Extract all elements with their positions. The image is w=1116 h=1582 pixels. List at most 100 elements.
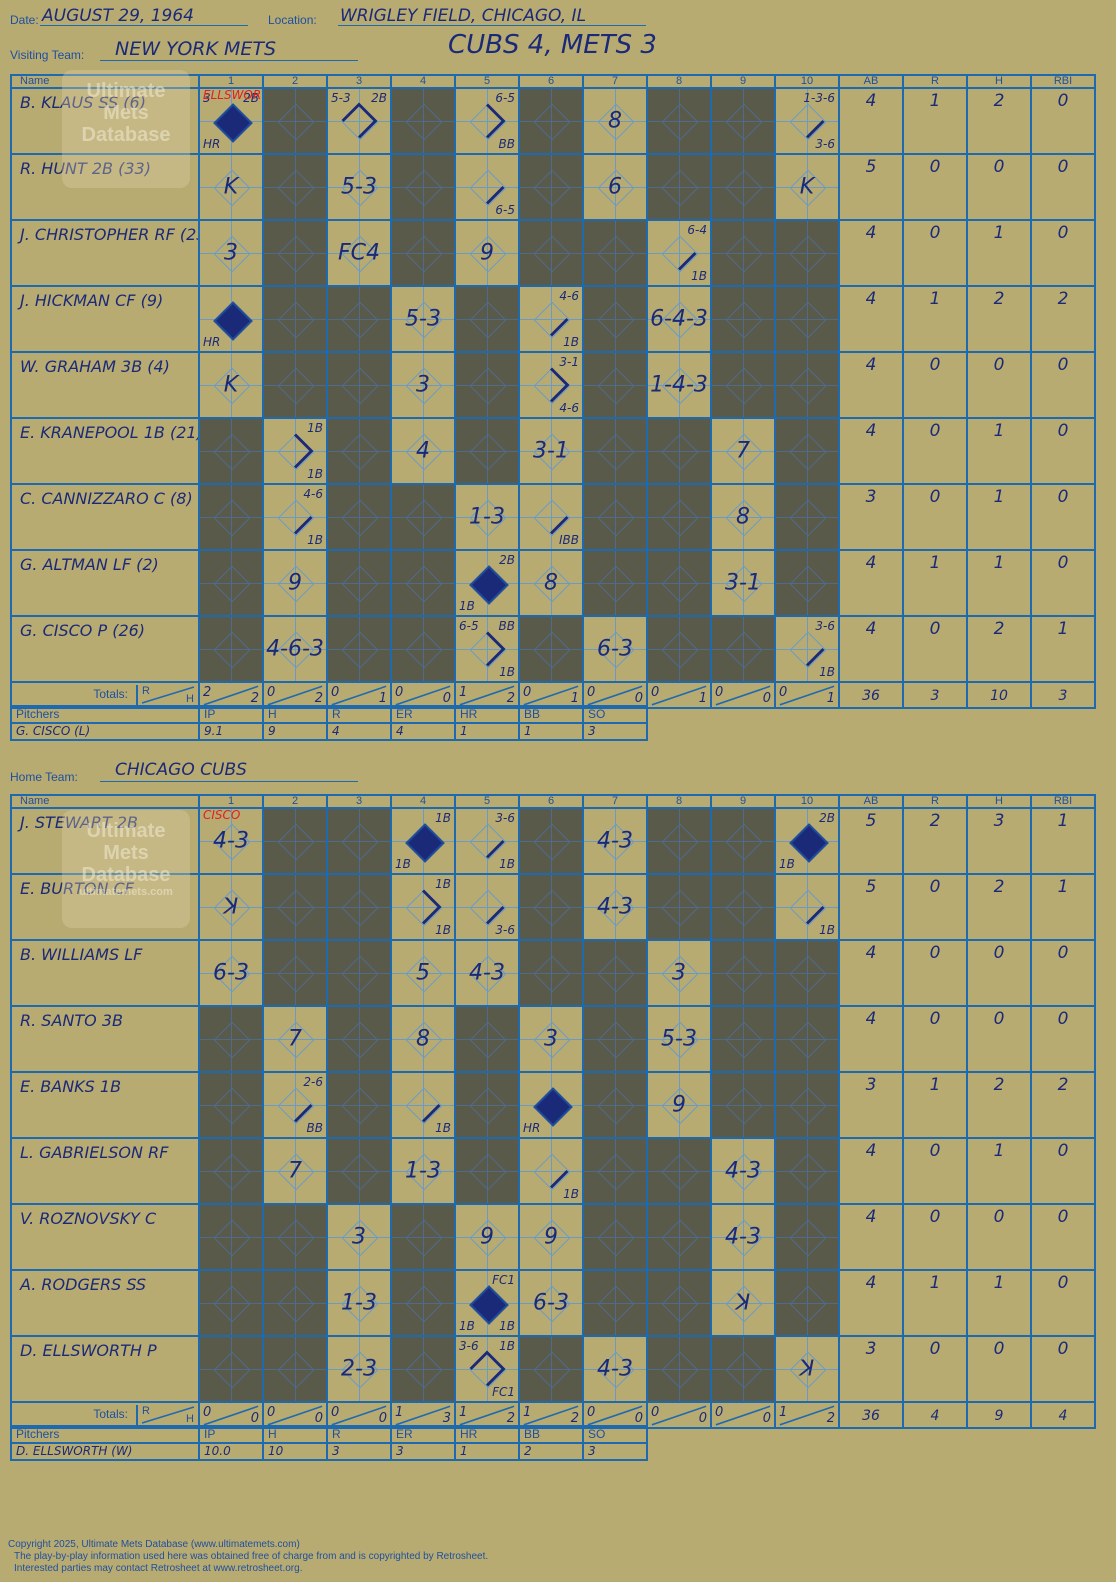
at-bat-cell [198, 1335, 264, 1403]
inning-header-9: 9 [710, 794, 776, 809]
base-diamond [533, 631, 571, 669]
cell-guide-line [295, 288, 296, 350]
base-diamond [597, 955, 635, 993]
inning-hits: 2 [250, 691, 259, 706]
at-bat-cell: 4-3 [582, 873, 648, 941]
at-bat-cell: K [774, 153, 840, 221]
location-underline [338, 25, 646, 26]
base-diamond [789, 1219, 827, 1257]
base-diamond [405, 1351, 443, 1389]
base-diamond [597, 367, 635, 405]
cell-guide-line [423, 90, 424, 152]
at-bat-cell [710, 1005, 776, 1073]
at-bat-cell [582, 1071, 648, 1139]
inning-runs: 0 [203, 1405, 212, 1420]
base-diamond [277, 889, 315, 927]
at-bat-cell [518, 807, 584, 875]
cell-guide-line [679, 90, 680, 152]
play-note: 1B [563, 335, 579, 349]
batter-row: E. BANKS 1B 2-6 BB 1B HR 9 3 1 2 2 [10, 1071, 1096, 1139]
cell-guide-line [359, 1206, 360, 1268]
inning-runs: 0 [331, 1405, 340, 1420]
at-bat-cell: 4-3 [582, 1335, 648, 1403]
cell-guide-line [551, 1272, 552, 1334]
footer-line-1: Copyright 2025, Ultimate Mets Database (… [8, 1539, 300, 1550]
play-note: 3 [203, 91, 211, 105]
at-bat-cell [454, 1005, 520, 1073]
inning-runs: 0 [587, 1405, 596, 1420]
stat-header-r: R [902, 74, 968, 89]
cell-guide-line [807, 552, 808, 614]
inning-header-8: 8 [646, 74, 712, 89]
play-result: 6-3 [533, 1290, 569, 1316]
play-result: 7 [288, 1158, 302, 1184]
inning-total-slash [395, 1405, 451, 1426]
cell-guide-line [487, 1338, 488, 1400]
batter-stat-h: 1 [966, 1269, 1032, 1337]
cell-guide-line [231, 1074, 232, 1136]
play-result: 2-3 [341, 1356, 377, 1382]
base-diamond [533, 889, 571, 927]
at-bat-cell [454, 1071, 520, 1139]
at-bat-cell: 5-3 [326, 153, 392, 221]
cell-guide-line [487, 222, 488, 284]
batter-row: G. ALTMAN LF (2) 9 2B 1B 8 3-1 4 1 1 0 [10, 549, 1096, 617]
cell-guide-line [807, 222, 808, 284]
batter-row: L. GABRIELSON RF 7 1-3 1B 4-3 4 0 1 0 [10, 1137, 1096, 1205]
cell-guide-line [679, 876, 680, 938]
name-column-header: Name [10, 794, 200, 809]
cell-guide-line [295, 552, 296, 614]
batter-row: J. HICKMAN CF (9) HR 5-3 4-6 1B 6-4-3 4 1 2 2 [10, 285, 1096, 353]
cell-guide-line [679, 354, 680, 416]
run-scored-diamond [469, 565, 509, 605]
play-result: 5-3 [405, 306, 441, 332]
pitcher-stat: 9 [262, 722, 328, 741]
base-diamond [533, 1351, 571, 1389]
cell-guide-line [231, 1206, 232, 1268]
at-bat-cell [646, 873, 712, 941]
play-note: BB [498, 137, 515, 151]
at-bat-cell [710, 939, 776, 1007]
at-bat-cell: 4-3 [454, 939, 520, 1007]
home-team-name: CHICAGO CUBS [115, 760, 247, 780]
play-note: 6-5 [459, 619, 479, 633]
base-diamond [469, 1021, 507, 1059]
batter-stat-h: 0 [966, 939, 1032, 1007]
base-diamond [661, 565, 699, 603]
at-bat-cell: 6-3 [582, 615, 648, 683]
batter-stat-ab: 3 [838, 1071, 904, 1139]
play-note: 1B [819, 665, 835, 679]
at-bat-cell [198, 417, 264, 485]
home-scorecard: Name 1 2 3 4 5 6 7 8 9 10 AB R H RBI J. STEWART 2B 4-3 CI… [10, 794, 1096, 1429]
cell-guide-line [679, 222, 680, 284]
date-underline [40, 25, 248, 26]
play-result: K [223, 372, 239, 398]
play-note: 1B [307, 467, 323, 481]
batter-stat-r: 0 [902, 1203, 968, 1271]
play-result: 9 [544, 1224, 558, 1250]
base-diamond [469, 1087, 507, 1125]
cell-guide-line [423, 1074, 424, 1136]
play-result: 4-3 [469, 960, 505, 986]
inning-runs: 0 [651, 685, 660, 700]
batter-stat-r: 0 [902, 939, 968, 1007]
base-diamond [469, 367, 507, 405]
at-bat-cell: 3-6 1B FC1 [454, 1335, 520, 1403]
at-bat-cell [326, 351, 392, 419]
pitcher-stat: 1 [454, 1442, 520, 1461]
cell-guide-line [359, 288, 360, 350]
batter-row: G. CISCO P (26) 4-6-3 6-5 BB 1B 6-3 3-6 1B 4 0 2 1 [10, 615, 1096, 683]
play-note: HR [203, 335, 221, 349]
at-bat-cell [518, 153, 584, 221]
batter-stat-rbi: 0 [1030, 219, 1096, 287]
base-diamond [725, 889, 763, 927]
at-bat-cell: 4 [390, 417, 456, 485]
inning-runs: 0 [395, 685, 404, 700]
at-bat-cell [518, 939, 584, 1007]
at-bat-cell [198, 1005, 264, 1073]
